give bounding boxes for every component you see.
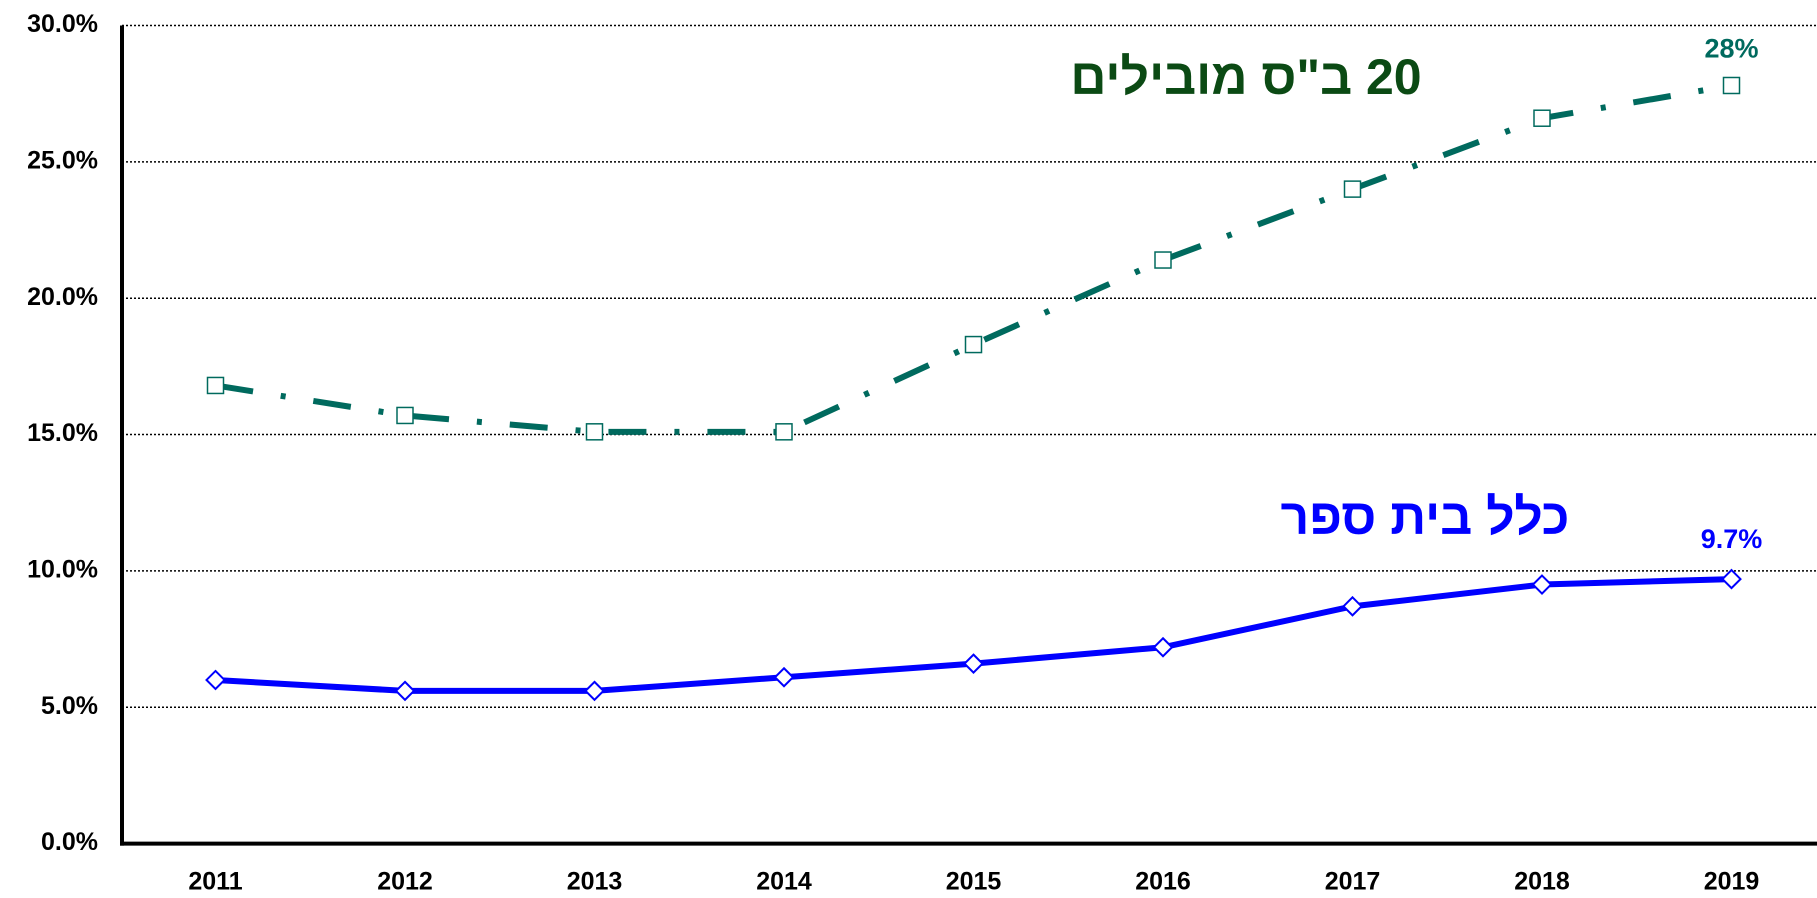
point-marker: [1533, 109, 1551, 127]
x-tick-label: 2011: [188, 868, 242, 896]
point-marker: [1531, 574, 1553, 595]
point-marker: [394, 680, 416, 702]
point-marker: [584, 680, 605, 702]
y-tick-label: 30.0%: [27, 10, 98, 38]
point-marker: [396, 406, 414, 425]
y-tick-label: 25.0%: [27, 146, 98, 174]
data-label: 28%: [1704, 34, 1758, 64]
point-marker: [206, 376, 225, 395]
y-tick-label: 5.0%: [41, 692, 98, 720]
point-marker: [773, 666, 795, 688]
x-tick-label: 2013: [567, 868, 623, 896]
point-marker: [1721, 568, 1742, 590]
y-tick-label: 0.0%: [41, 828, 98, 856]
series-line: [215, 576, 1732, 694]
x-tick-label: 2018: [1514, 868, 1570, 896]
y-tick-label: 10.0%: [27, 556, 98, 584]
point-marker: [205, 669, 226, 691]
x-tick-label: 2019: [1704, 868, 1760, 896]
point-marker: [1152, 636, 1174, 658]
x-tick-label: 2015: [946, 868, 1002, 896]
point-marker: [585, 423, 604, 441]
point-marker: [1342, 595, 1363, 617]
point-marker: [964, 335, 983, 354]
point-marker: [1722, 76, 1741, 95]
y-tick-label: 20.0%: [27, 283, 98, 311]
x-tick-label: 2012: [377, 868, 433, 896]
y-tick-label: 15.0%: [27, 419, 98, 447]
data-label: 9.7%: [1701, 524, 1763, 554]
point-marker: [1343, 180, 1362, 198]
series-name: כלל בית ספר: [1281, 489, 1570, 545]
series-line: [215, 82, 1733, 435]
x-tick-label: 2016: [1135, 868, 1191, 896]
point-marker: [1154, 251, 1172, 269]
x-tick-label: 2014: [756, 868, 812, 896]
series-name: 20 ב"ס מובילים: [1070, 49, 1421, 105]
point-marker: [775, 423, 793, 441]
point-marker: [963, 653, 984, 675]
x-tick-label: 2017: [1325, 868, 1381, 896]
